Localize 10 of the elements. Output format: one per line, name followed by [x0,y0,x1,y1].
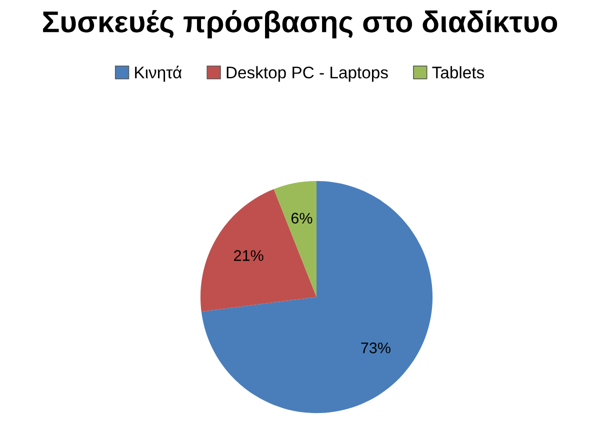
data-label: 21% [234,250,264,261]
legend-label: Tablets [432,66,484,78]
legend-label: Desktop PC - Laptops [226,66,388,82]
pie-slice [201,180,433,414]
chart-title: Συσκευές πρόσβασης στο διαδίκτυο [43,10,558,38]
pie-slice [200,189,317,312]
data-label: 73% [361,342,390,354]
legend-label: Κινητά [135,66,182,82]
pie-slice [274,180,317,298]
data-label: 6% [291,212,312,224]
